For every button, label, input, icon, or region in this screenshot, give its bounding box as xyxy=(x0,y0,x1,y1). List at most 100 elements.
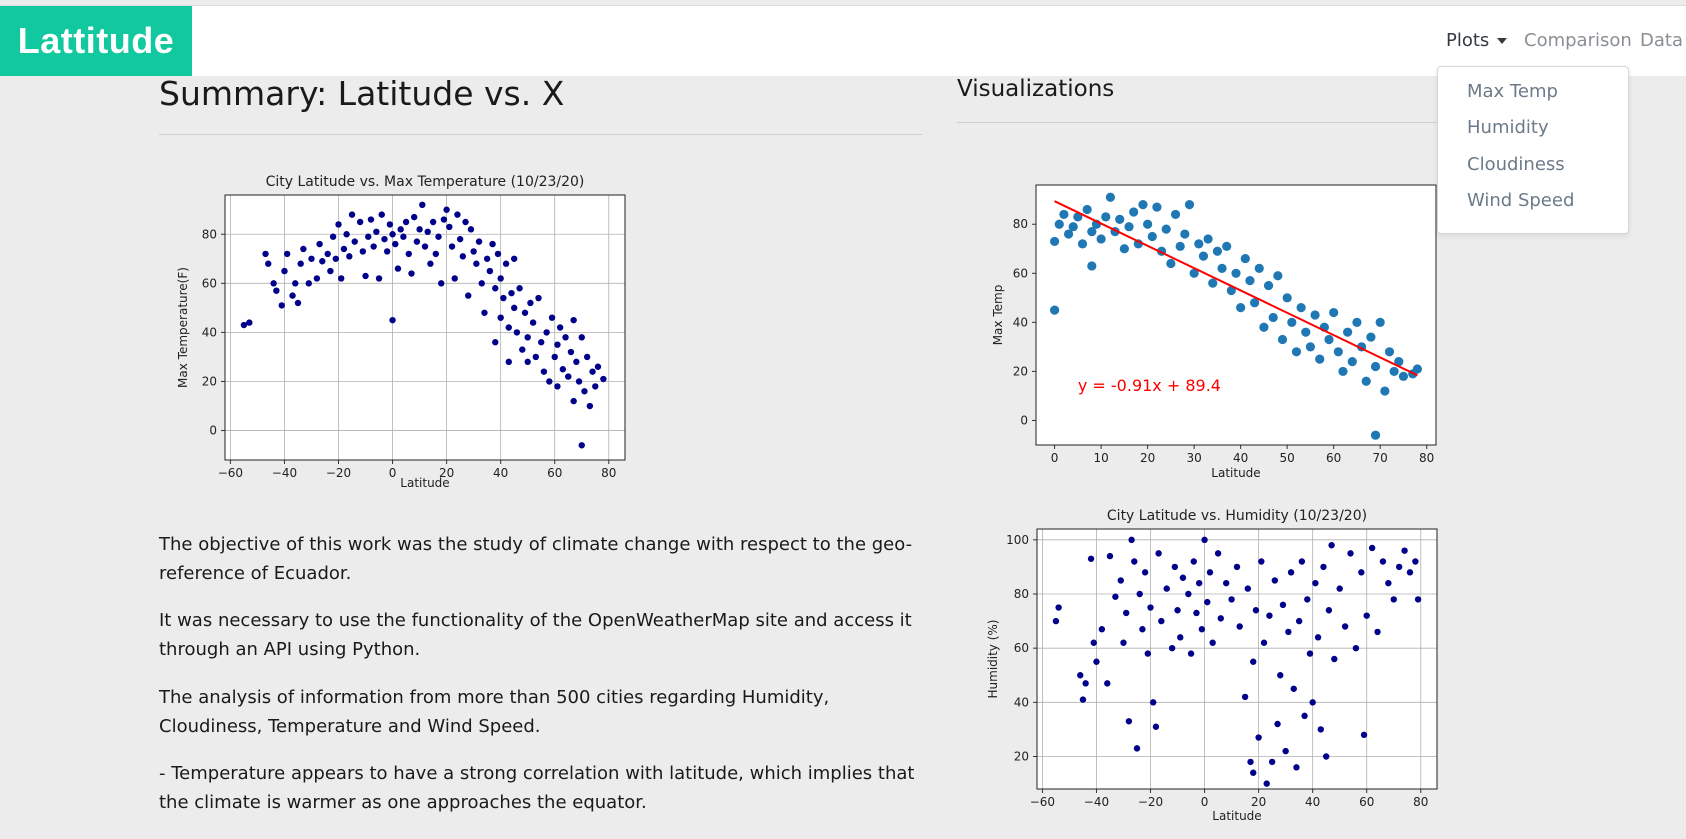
data-point xyxy=(500,294,507,302)
data-point xyxy=(1385,579,1392,587)
data-point xyxy=(1104,680,1111,687)
data-point xyxy=(246,319,253,326)
data-point xyxy=(1050,236,1060,247)
data-point xyxy=(362,272,369,280)
data-point xyxy=(1271,577,1279,584)
data-point xyxy=(451,275,458,282)
data-point xyxy=(478,280,485,287)
x-tick-label: 0 xyxy=(1201,795,1209,809)
data-point xyxy=(367,216,375,223)
data-point xyxy=(432,250,440,258)
max-temp-scatter-chart: −60 −40 −20 0 20 40 60 80 0 20 40 60 80 City Latitude… xyxy=(176,174,626,490)
data-point xyxy=(1254,263,1264,273)
data-point xyxy=(1073,212,1083,222)
y-tick-label: 60 xyxy=(1013,266,1028,280)
dropdown-item-humidity[interactable]: Humidity xyxy=(1467,117,1549,138)
y-tick-label: 20 xyxy=(1013,364,1028,378)
x-tick-label: 30 xyxy=(1186,451,1201,465)
data-point xyxy=(1063,229,1074,239)
data-point xyxy=(270,280,277,287)
data-point xyxy=(489,240,496,248)
data-point xyxy=(327,267,334,275)
dropdown-item-max-temp[interactable]: Max Temp xyxy=(1467,81,1558,102)
data-point xyxy=(343,231,350,238)
data-point xyxy=(1375,317,1385,327)
data-point xyxy=(513,329,521,336)
data-point xyxy=(1282,747,1289,755)
nav-comparison[interactable]: Comparison xyxy=(1524,30,1632,51)
data-point xyxy=(1379,558,1387,565)
data-point xyxy=(532,353,540,361)
plot-frame xyxy=(1036,528,1438,790)
brand-logo[interactable]: Lattitude xyxy=(0,6,192,76)
data-point xyxy=(1129,207,1139,217)
nav-plots-dropdown[interactable]: Plots xyxy=(1446,6,1508,76)
data-point xyxy=(1263,780,1270,787)
data-point xyxy=(583,353,591,361)
data-point xyxy=(448,243,456,250)
data-point xyxy=(1398,371,1409,381)
data-point xyxy=(492,285,499,292)
x-axis-label: Latitude xyxy=(1212,809,1261,823)
data-point xyxy=(1087,261,1097,271)
data-point xyxy=(1177,634,1184,641)
data-point xyxy=(492,339,499,346)
data-point xyxy=(473,260,480,267)
data-point xyxy=(1268,312,1278,323)
data-point xyxy=(410,213,418,221)
data-point xyxy=(1120,639,1127,646)
data-point xyxy=(440,216,448,223)
x-tick-label: 50 xyxy=(1280,451,1295,465)
data-point xyxy=(1312,579,1319,587)
data-point xyxy=(370,243,377,250)
dropdown-item-wind-speed[interactable]: Wind Speed xyxy=(1467,190,1575,211)
x-tick-label: −20 xyxy=(1138,795,1163,809)
data-point xyxy=(408,270,415,277)
data-point xyxy=(1366,332,1376,342)
summary-paragraph-3: The analysis of information from more th… xyxy=(159,687,830,737)
data-point xyxy=(1082,204,1092,215)
max-temp-regression-chart: 0 10 20 30 40 50 60 70 80 0 20 40 60 80 y = -0.91x + 8… xyxy=(991,184,1437,480)
data-point xyxy=(1241,693,1249,701)
x-tick-label: 70 xyxy=(1373,451,1388,465)
data-point xyxy=(1250,769,1257,776)
data-point xyxy=(1306,650,1314,657)
data-point xyxy=(313,275,321,282)
data-point xyxy=(1414,596,1422,603)
data-point xyxy=(1282,293,1292,303)
data-point xyxy=(1112,593,1119,600)
data-point xyxy=(1179,574,1187,581)
data-point xyxy=(1236,303,1246,313)
nav-data[interactable]: Data xyxy=(1640,30,1683,51)
data-point xyxy=(1206,569,1214,576)
data-point xyxy=(273,287,280,294)
data-point xyxy=(521,309,529,316)
data-point xyxy=(1222,241,1232,251)
data-point xyxy=(516,285,523,292)
x-tick-label: −40 xyxy=(272,466,297,480)
data-point xyxy=(348,211,356,218)
data-point xyxy=(283,250,291,258)
data-point xyxy=(1361,376,1371,386)
data-point xyxy=(278,302,285,309)
summary-paragraph-4: - Temperature appears to have a strong c… xyxy=(159,763,915,813)
data-point xyxy=(470,248,477,255)
data-point xyxy=(505,324,512,331)
data-point xyxy=(1059,209,1069,220)
data-point xyxy=(524,358,531,366)
data-point xyxy=(1394,357,1404,367)
data-point xyxy=(421,243,429,250)
data-point xyxy=(292,280,299,287)
y-tick-label: 40 xyxy=(202,325,217,339)
data-point xyxy=(316,240,323,248)
data-point xyxy=(1287,317,1297,327)
y-tick-label: 60 xyxy=(202,276,217,290)
data-point xyxy=(1279,601,1287,609)
data-point xyxy=(556,324,564,331)
data-point xyxy=(1363,612,1370,619)
data-point xyxy=(1277,672,1284,679)
data-point xyxy=(570,397,577,405)
data-point xyxy=(1231,268,1241,278)
data-point xyxy=(554,383,561,390)
dropdown-item-cloudiness[interactable]: Cloudiness xyxy=(1467,154,1565,175)
